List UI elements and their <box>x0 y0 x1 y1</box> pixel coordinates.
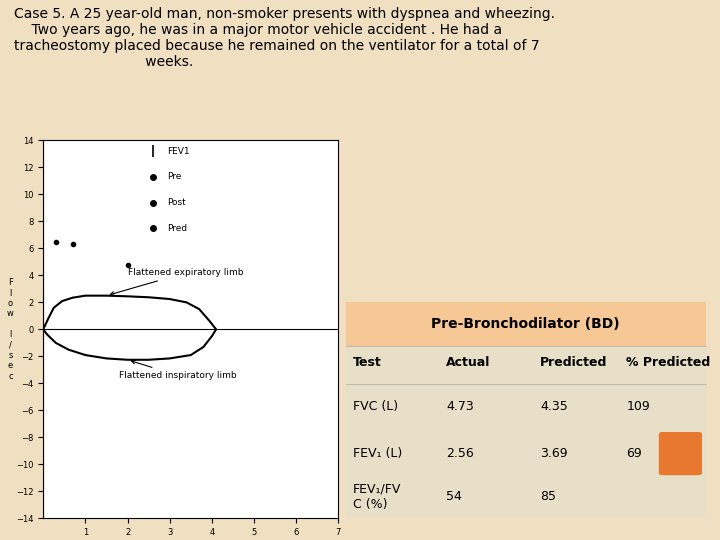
Text: 3.69: 3.69 <box>540 447 567 460</box>
Text: 4.35: 4.35 <box>540 400 568 413</box>
Text: Predicted: Predicted <box>540 356 608 369</box>
Text: 54: 54 <box>446 490 462 503</box>
Text: Pre-Bronchodilator (BD): Pre-Bronchodilator (BD) <box>431 317 620 331</box>
Text: Flattened expiratory limb: Flattened expiratory limb <box>110 268 243 295</box>
Text: FEV₁/FV
C (%): FEV₁/FV C (%) <box>353 483 401 511</box>
Text: FEV1: FEV1 <box>168 147 190 156</box>
Text: % Predicted: % Predicted <box>626 356 711 369</box>
Text: 2.56: 2.56 <box>446 447 474 460</box>
Text: Pred: Pred <box>168 224 188 233</box>
Y-axis label: F
l
o
w

l
/
s
e
c: F l o w l / s e c <box>7 278 14 381</box>
Text: FEV₁ (L): FEV₁ (L) <box>353 447 402 460</box>
Text: Test: Test <box>353 356 382 369</box>
Text: Case 5. A 25 year-old man, non-smoker presents with dyspnea and wheezing.
    Tw: Case 5. A 25 year-old man, non-smoker pr… <box>14 6 555 69</box>
Text: 85: 85 <box>540 490 556 503</box>
Text: Actual: Actual <box>446 356 491 369</box>
Text: 69: 69 <box>626 447 642 460</box>
Text: Flattened inspiratory limb: Flattened inspiratory limb <box>119 360 237 380</box>
Text: FVC (L): FVC (L) <box>353 400 398 413</box>
Text: 109: 109 <box>626 400 650 413</box>
FancyBboxPatch shape <box>346 302 706 346</box>
Text: Pre: Pre <box>168 172 182 181</box>
FancyBboxPatch shape <box>346 302 706 518</box>
FancyBboxPatch shape <box>659 432 702 475</box>
Text: 4.73: 4.73 <box>446 400 474 413</box>
Text: Post: Post <box>168 198 186 207</box>
